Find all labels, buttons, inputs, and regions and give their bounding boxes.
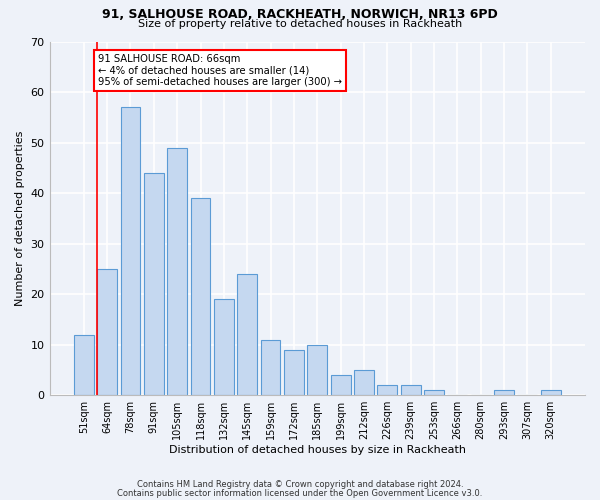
Bar	[494, 390, 514, 395]
Bar	[331, 375, 350, 395]
Bar	[167, 148, 187, 395]
Text: Size of property relative to detached houses in Rackheath: Size of property relative to detached ho…	[138, 19, 462, 29]
Bar	[144, 173, 164, 395]
Text: Contains public sector information licensed under the Open Government Licence v3: Contains public sector information licen…	[118, 488, 482, 498]
Bar	[354, 370, 374, 395]
Bar	[424, 390, 444, 395]
Bar	[121, 107, 140, 395]
Text: 91, SALHOUSE ROAD, RACKHEATH, NORWICH, NR13 6PD: 91, SALHOUSE ROAD, RACKHEATH, NORWICH, N…	[102, 8, 498, 20]
Bar	[191, 198, 211, 395]
Text: Contains HM Land Registry data © Crown copyright and database right 2024.: Contains HM Land Registry data © Crown c…	[137, 480, 463, 489]
Bar	[74, 334, 94, 395]
Bar	[401, 385, 421, 395]
Bar	[238, 274, 257, 395]
X-axis label: Distribution of detached houses by size in Rackheath: Distribution of detached houses by size …	[169, 445, 466, 455]
Bar	[214, 299, 234, 395]
Bar	[377, 385, 397, 395]
Bar	[260, 340, 280, 395]
Bar	[541, 390, 560, 395]
Y-axis label: Number of detached properties: Number of detached properties	[15, 130, 25, 306]
Bar	[284, 350, 304, 395]
Text: 91 SALHOUSE ROAD: 66sqm
← 4% of detached houses are smaller (14)
95% of semi-det: 91 SALHOUSE ROAD: 66sqm ← 4% of detached…	[98, 54, 342, 88]
Bar	[97, 269, 117, 395]
Bar	[307, 344, 327, 395]
